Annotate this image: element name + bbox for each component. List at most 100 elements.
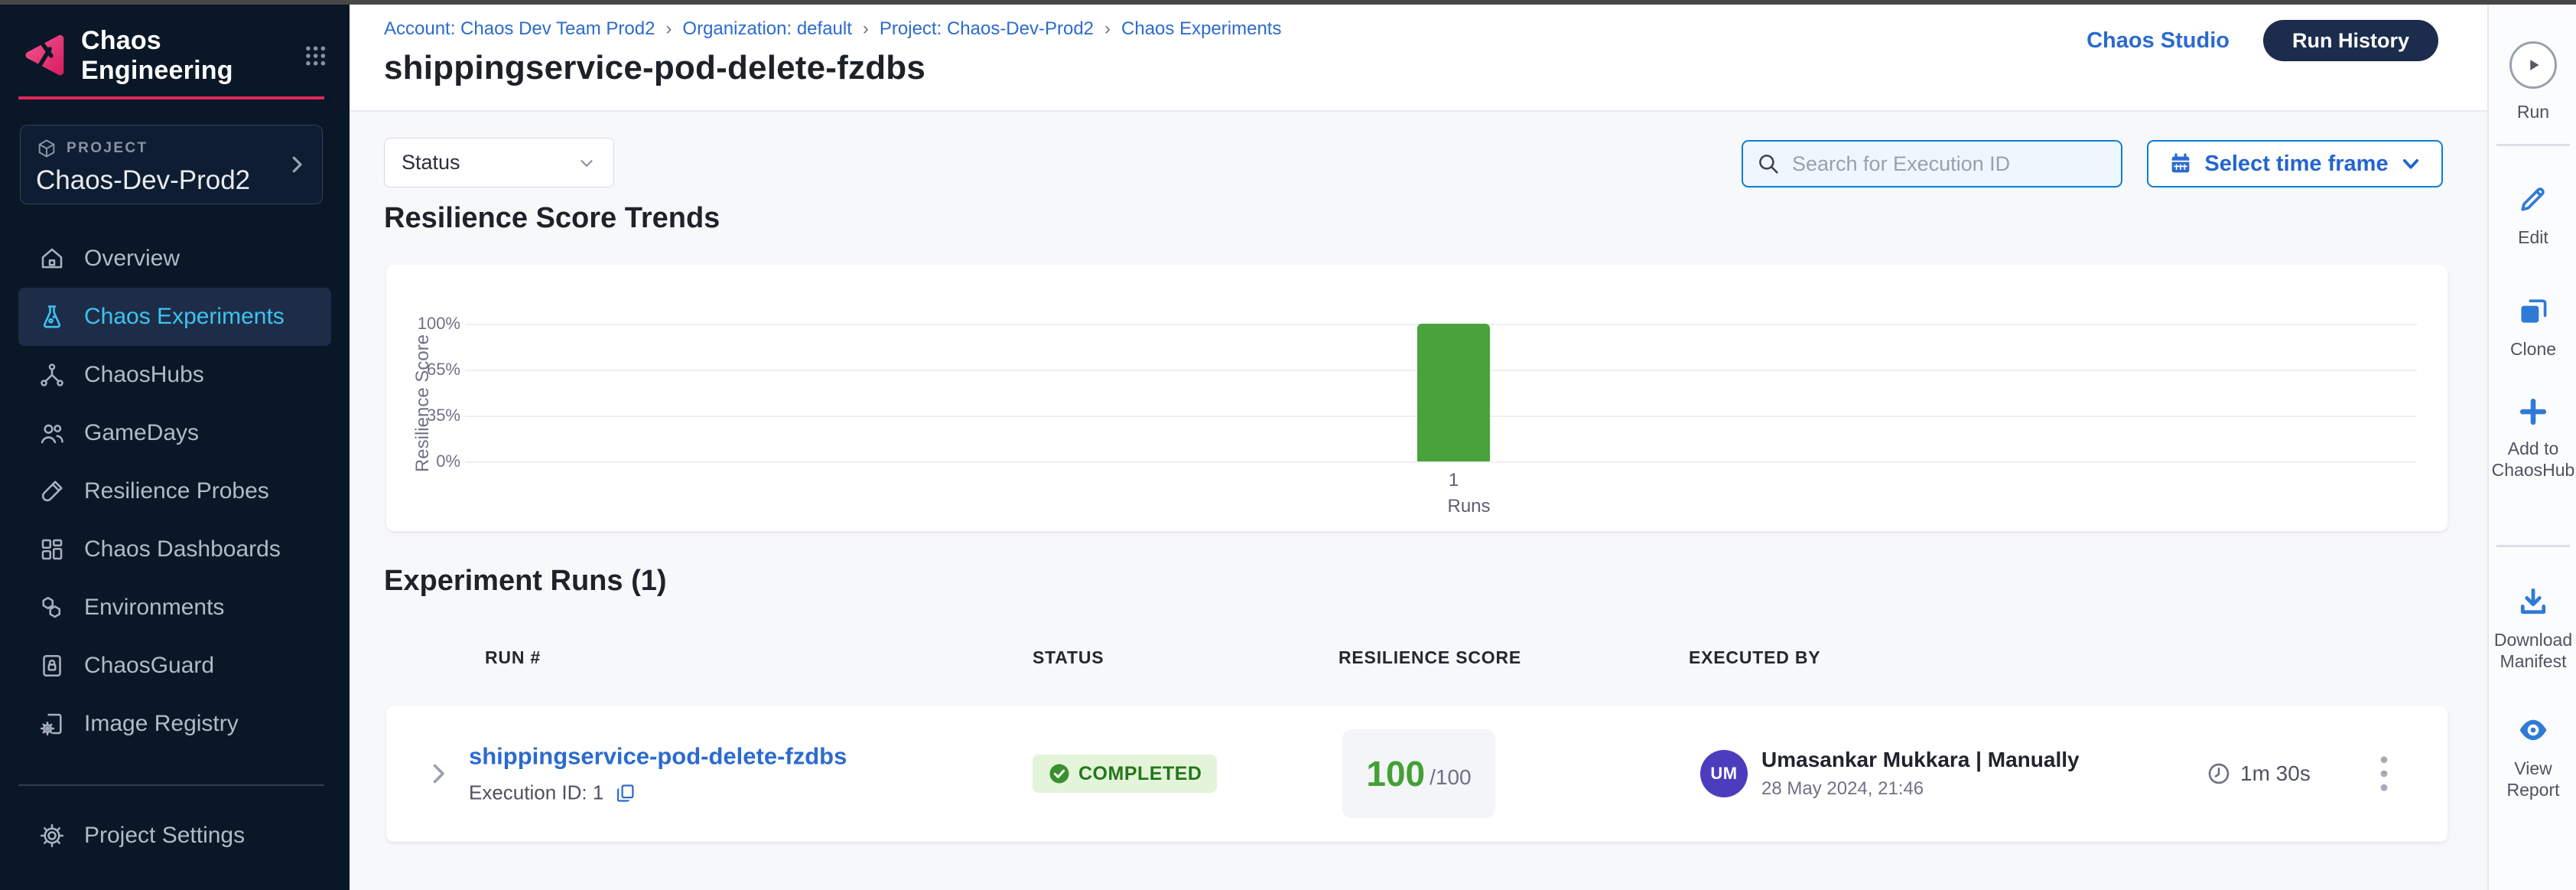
add-to-chaoshub-label: Add to ChaosHub <box>2491 438 2575 480</box>
row-menu-kebab-icon[interactable] <box>2369 752 2399 795</box>
rail-divider <box>2496 545 2570 547</box>
brand-underline <box>18 96 324 99</box>
check-circle-icon <box>1049 764 1069 784</box>
chart-x-tick: 1 <box>1448 470 1459 491</box>
sidebar-item-environments[interactable]: Environments <box>18 579 331 637</box>
hub-icon <box>41 363 63 386</box>
cube-icon <box>38 139 55 158</box>
status-cell: COMPLETED <box>1033 755 1218 793</box>
breadcrumb-organization[interactable]: Organization: default <box>682 18 852 39</box>
play-icon <box>2530 60 2539 70</box>
column-status: STATUS <box>1033 647 1104 667</box>
chart-y-tick: 35% <box>426 406 460 425</box>
pencil-icon[interactable] <box>2516 182 2550 216</box>
sidebar-item-project-settings[interactable]: Project Settings <box>18 807 331 865</box>
sidebar-item-chaoshubs[interactable]: ChaosHubs <box>18 346 331 404</box>
resilience-score-cell: 100 /100 <box>1342 729 1495 818</box>
gear-icon <box>40 823 64 848</box>
search-box <box>1742 140 2122 187</box>
project-selector[interactable]: PROJECT Chaos-Dev-Prod2 <box>20 125 323 204</box>
status-badge: COMPLETED <box>1033 755 1218 793</box>
sidebar-divider <box>18 784 324 786</box>
breadcrumb-project[interactable]: Project: Chaos-Dev-Prod2 <box>879 18 1094 39</box>
chaos-studio-link[interactable]: Chaos Studio <box>2086 28 2230 53</box>
flask-icon <box>43 305 61 328</box>
chevron-down-icon <box>2402 159 2418 169</box>
search-input[interactable] <box>1792 152 2109 176</box>
page-header: Account: Chaos Dev Team Prod2 › Organiza… <box>350 0 2487 112</box>
time-frame-label: Select time frame <box>2204 151 2389 176</box>
calendar-icon <box>2172 153 2190 173</box>
breadcrumb-chaos-experiments[interactable]: Chaos Experiments <box>1121 18 1282 39</box>
action-rail: Run Edit Clone Add to ChaosHub Download … <box>2487 0 2576 890</box>
column-resilience-score: RESILIENCE SCORE <box>1338 647 1522 667</box>
apps-grid-icon[interactable] <box>303 42 328 70</box>
clone-icon[interactable] <box>2516 294 2550 328</box>
edit-label: Edit <box>2518 227 2548 247</box>
run-row[interactable]: shippingservice-pod-delete-fzdbs Executi… <box>386 706 2448 842</box>
expand-row-chevron-icon[interactable] <box>424 760 452 787</box>
sidebar-item-chaos-dashboards[interactable]: Chaos Dashboards <box>18 520 331 579</box>
sidebar-item-overview[interactable]: Overview <box>18 230 331 288</box>
status-text: COMPLETED <box>1078 762 1202 784</box>
eye-icon[interactable] <box>2516 713 2550 747</box>
page-title: shippingservice-pod-delete-fzdbs <box>384 49 926 86</box>
download-manifest-label: Download Manifest <box>2493 630 2573 671</box>
lock-icon <box>43 654 61 677</box>
download-icon[interactable] <box>2516 585 2550 618</box>
duration-cell: 1m 30s <box>2207 761 2311 786</box>
score-box: 100 /100 <box>1342 729 1495 818</box>
search-icon <box>1759 155 1778 174</box>
breadcrumb: Account: Chaos Dev Team Prod2 › Organiza… <box>384 18 1281 40</box>
run-history-button[interactable]: Run History <box>2262 20 2438 61</box>
executed-by-name: Umasankar Mukkara | Manually <box>1761 748 2080 771</box>
trends-heading: Resilience Score Trends <box>384 202 720 234</box>
sidebar-item-gamedays[interactable]: GameDays <box>18 404 331 462</box>
duration-text: 1m 30s <box>2240 761 2311 785</box>
plus-icon[interactable] <box>2516 395 2550 429</box>
runs-heading: Experiment Runs (1) <box>384 565 667 597</box>
clock-icon <box>2208 763 2230 784</box>
app-title: Chaos Engineering <box>81 26 233 85</box>
chevron-down-icon <box>581 159 593 167</box>
breadcrumb-separator: › <box>862 18 869 39</box>
chart-y-tick: 100% <box>417 314 460 333</box>
run-button-label: Run <box>2516 102 2550 122</box>
status-filter-label: Status <box>402 151 460 174</box>
sidebar-nav: Overview Chaos Experiments ChaosHubs <box>0 230 350 753</box>
runs-table-header: RUN # STATUS RESILIENCE SCORE EXECUTED B… <box>386 647 2448 678</box>
hexagons-icon <box>42 596 61 618</box>
header-actions: Chaos Studio Run History <box>2086 20 2438 61</box>
chart-y-tick: 65% <box>426 360 460 379</box>
time-frame-button[interactable]: Select time frame <box>2147 140 2443 187</box>
avatar: UM <box>1700 750 1748 797</box>
run-name-cell: shippingservice-pod-delete-fzdbs Executi… <box>469 743 847 805</box>
rail-divider <box>2496 144 2570 146</box>
chevron-right-icon <box>292 156 302 173</box>
chart-x-axis-label: Runs <box>1447 496 1491 517</box>
execution-id-label: Execution ID: 1 <box>469 781 604 804</box>
main-area: Account: Chaos Dev Team Prod2 › Organiza… <box>350 0 2487 890</box>
project-label: PROJECT <box>67 140 148 156</box>
chaos-engineering-logo-icon <box>25 34 64 76</box>
chart-bar[interactable] <box>1417 324 1490 461</box>
project-name: Chaos-Dev-Prod2 <box>36 165 251 195</box>
chart-gridline <box>465 461 2417 463</box>
column-run: RUN # <box>485 647 542 667</box>
column-executed-by: EXECUTED BY <box>1689 647 1821 667</box>
breadcrumb-separator: › <box>665 18 672 39</box>
sidebar-item-chaos-experiments[interactable]: Chaos Experiments <box>18 288 331 346</box>
sidebar-item-chaosguard[interactable]: ChaosGuard <box>18 637 331 695</box>
run-button[interactable] <box>2509 41 2557 89</box>
executed-at: 28 May 2024, 21:46 <box>1761 778 1924 799</box>
content-area: Status <box>350 112 2487 890</box>
run-name-link[interactable]: shippingservice-pod-delete-fzdbs <box>469 742 847 770</box>
left-sidebar: Chaos Engineering PROJECT Chaos-Dev-Prod… <box>0 0 350 890</box>
sidebar-item-image-registry[interactable]: Image Registry <box>18 695 331 753</box>
sidebar-item-resilience-probes[interactable]: Resilience Probes <box>18 462 331 520</box>
copy-icon[interactable] <box>614 781 637 804</box>
executed-by-cell: UM Umasankar Mukkara | Manually 28 May 2… <box>1700 748 2080 800</box>
breadcrumb-account[interactable]: Account: Chaos Dev Team Prod2 <box>384 18 655 39</box>
status-filter-dropdown[interactable]: Status <box>384 138 614 187</box>
